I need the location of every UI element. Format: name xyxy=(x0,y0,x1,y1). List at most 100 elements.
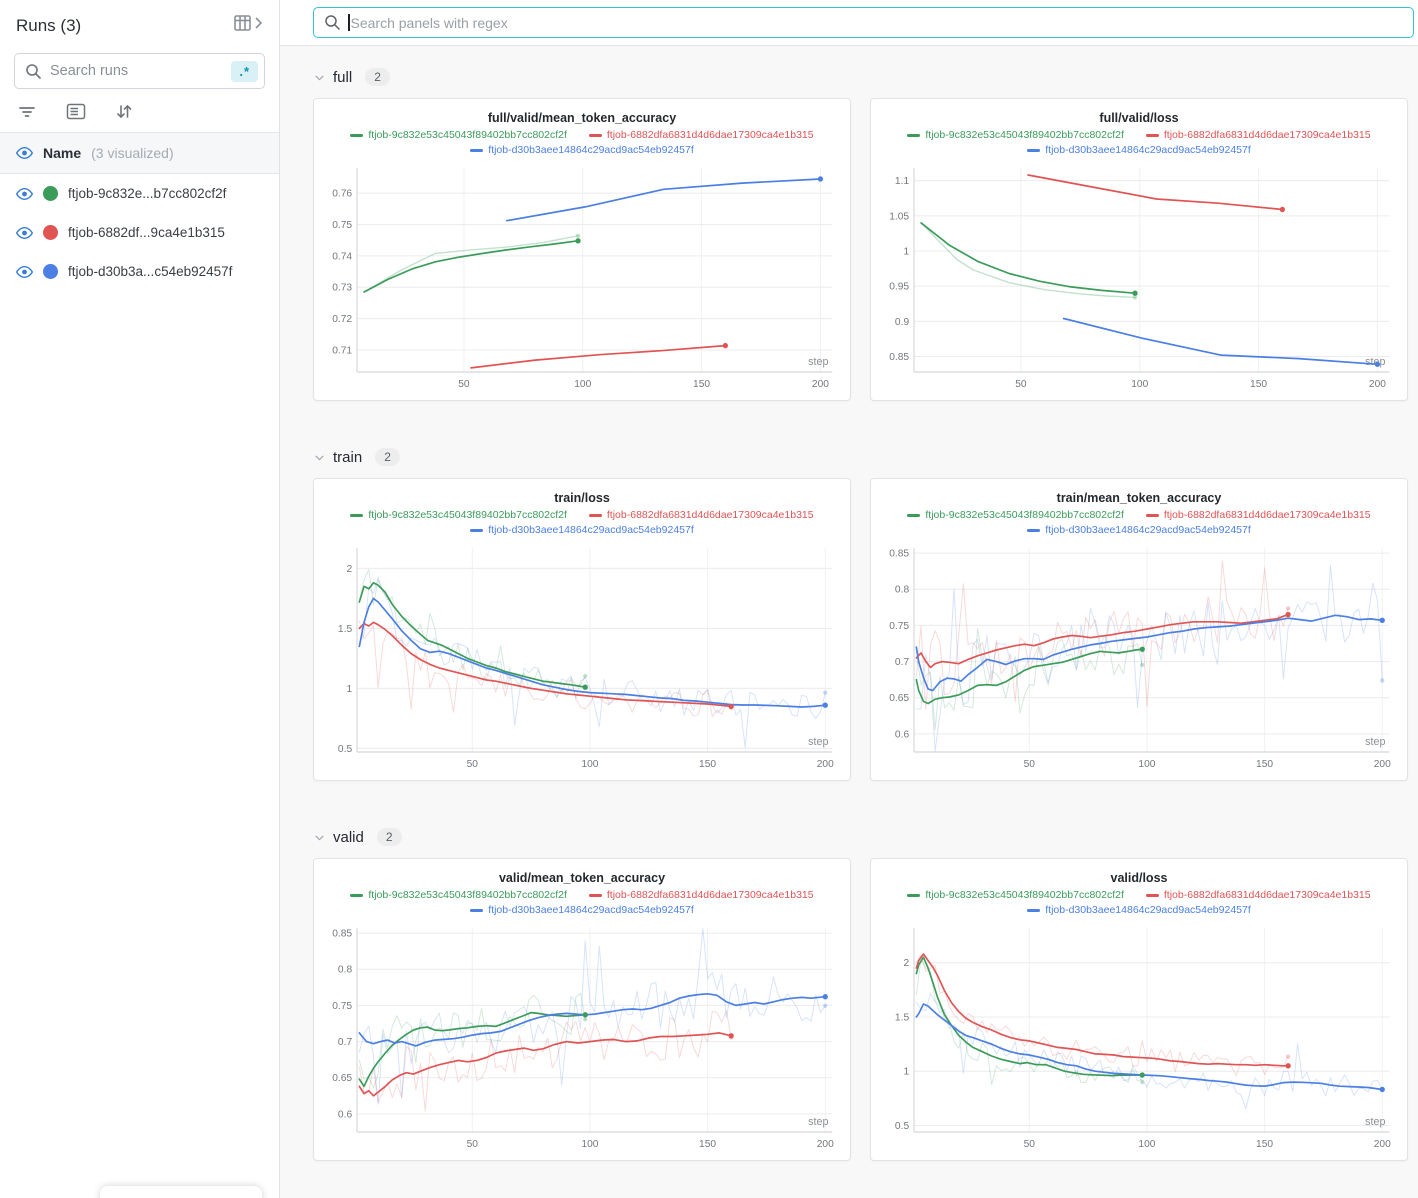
panel-section-valid: valid 2 valid/mean_token_accuracy ftjob-9c… xyxy=(313,828,1408,1161)
legend-swatch xyxy=(907,514,921,517)
runs-table-name-header[interactable]: Name (3 visualized) xyxy=(0,132,279,174)
legend-item[interactable]: ftjob-6882dfa6831d4d6dae17309ca4e1b315 xyxy=(588,888,814,903)
chart-panel-train-loss[interactable]: train/loss ftjob-9c832e53c45043f89402bb7c… xyxy=(313,478,851,781)
legend-swatch xyxy=(1027,149,1041,152)
legend-item[interactable]: ftjob-d30b3aee14864c29acd9ac54eb92457f xyxy=(470,523,694,538)
chart-title: valid/mean_token_accuracy xyxy=(498,871,666,885)
svg-text:0.75: 0.75 xyxy=(332,220,352,231)
section-header-train[interactable]: train 2 xyxy=(313,448,1408,466)
chart-panel-full-valid-mean_token_accuracy[interactable]: full/valid/mean_token_accuracy ftjob-9c83… xyxy=(313,98,851,401)
svg-text:50: 50 xyxy=(467,1139,479,1150)
eye-icon[interactable] xyxy=(16,187,33,201)
chart-canvas[interactable]: 0.6 0.65 0.7 0.75 0.8 0.85 50 100 150 200 step xyxy=(320,918,844,1156)
chevron-down-icon xyxy=(313,451,326,464)
svg-text:step: step xyxy=(1365,736,1385,748)
legend-item[interactable]: ftjob-9c832e53c45043f89402bb7cc802cf2f xyxy=(350,888,567,903)
svg-text:50: 50 xyxy=(1024,1139,1036,1150)
legend-item[interactable]: ftjob-6882dfa6831d4d6dae17309ca4e1b315 xyxy=(1145,128,1371,143)
svg-text:0.65: 0.65 xyxy=(332,1073,352,1084)
svg-text:0.85: 0.85 xyxy=(332,928,352,939)
chart-title: full/valid/mean_token_accuracy xyxy=(487,111,677,125)
chevron-right-icon xyxy=(254,16,263,35)
legend-item[interactable]: ftjob-d30b3aee14864c29acd9ac54eb92457f xyxy=(470,143,694,158)
chart-canvas[interactable]: 0.71 0.72 0.73 0.74 0.75 0.76 50 100 150 200 step xyxy=(320,158,844,396)
svg-text:0.6: 0.6 xyxy=(895,729,909,740)
chevron-down-icon xyxy=(313,831,326,844)
legend-item[interactable]: ftjob-9c832e53c45043f89402bb7cc802cf2f xyxy=(350,128,567,143)
svg-text:0.65: 0.65 xyxy=(889,693,909,704)
svg-text:0.75: 0.75 xyxy=(332,1001,352,1012)
svg-text:1.5: 1.5 xyxy=(338,624,352,635)
svg-text:0.95: 0.95 xyxy=(889,282,909,293)
svg-text:0.72: 0.72 xyxy=(332,314,352,325)
section-name: train xyxy=(333,448,363,466)
legend-swatch xyxy=(470,529,484,532)
name-column-label: Name xyxy=(43,145,82,161)
svg-text:1: 1 xyxy=(903,1067,909,1078)
eye-icon[interactable] xyxy=(16,146,33,160)
section-header-full[interactable]: full 2 xyxy=(313,68,1408,86)
chart-panel-valid-mean_token_accuracy[interactable]: valid/mean_token_accuracy ftjob-9c832e53c… xyxy=(313,858,851,1161)
run-name-label: ftjob-9c832e...b7cc802cf2f xyxy=(68,186,227,201)
legend-item[interactable]: ftjob-6882dfa6831d4d6dae17309ca4e1b315 xyxy=(588,508,814,523)
legend-item[interactable]: ftjob-6882dfa6831d4d6dae17309ca4e1b315 xyxy=(588,128,814,143)
legend-item[interactable]: ftjob-6882dfa6831d4d6dae17309ca4e1b315 xyxy=(1145,888,1371,903)
list-settings-icon[interactable] xyxy=(66,103,86,120)
svg-text:200: 200 xyxy=(812,379,829,390)
section-header-valid[interactable]: valid 2 xyxy=(313,828,1408,846)
svg-text:150: 150 xyxy=(1256,759,1273,770)
run-row[interactable]: ftjob-d30b3a...c54eb92457f xyxy=(0,252,279,291)
svg-text:0.73: 0.73 xyxy=(332,283,352,294)
chart-panel-train-mean_token_accuracy[interactable]: train/mean_token_accuracy ftjob-9c832e53c… xyxy=(870,478,1408,781)
expand-runs-table-button[interactable] xyxy=(233,14,263,37)
svg-text:step: step xyxy=(808,736,828,748)
svg-text:200: 200 xyxy=(817,759,834,770)
legend-swatch xyxy=(907,134,921,137)
search-icon xyxy=(324,14,341,31)
search-runs-input[interactable]: Search runs .* xyxy=(14,53,265,89)
run-row[interactable]: ftjob-6882df...9ca4e1b315 xyxy=(0,213,279,252)
svg-text:1: 1 xyxy=(346,684,352,695)
legend-item[interactable]: ftjob-d30b3aee14864c29acd9ac54eb92457f xyxy=(1027,903,1251,918)
legend-item[interactable]: ftjob-d30b3aee14864c29acd9ac54eb92457f xyxy=(470,903,694,918)
svg-text:200: 200 xyxy=(1374,1139,1391,1150)
search-panels-input[interactable]: Search panels with regex xyxy=(313,7,1414,38)
svg-text:100: 100 xyxy=(581,759,598,770)
svg-text:50: 50 xyxy=(1024,759,1036,770)
chart-panel-full-valid-loss[interactable]: full/valid/loss ftjob-9c832e53c45043f8940… xyxy=(870,98,1408,401)
section-count-badge: 2 xyxy=(376,828,402,846)
svg-text:200: 200 xyxy=(1374,759,1391,770)
chart-title: full/valid/loss xyxy=(1099,111,1179,125)
chart-canvas[interactable]: 0.85 0.9 0.95 1 1.05 1.1 50 100 150 200 step xyxy=(877,158,1401,396)
chart-panel-valid-loss[interactable]: valid/loss ftjob-9c832e53c45043f89402bb7c… xyxy=(870,858,1408,1161)
eye-icon[interactable] xyxy=(16,265,33,279)
chart-canvas[interactable]: 0.6 0.65 0.7 0.75 0.8 0.85 50 100 150 200 step xyxy=(877,538,1401,776)
legend-item[interactable]: ftjob-9c832e53c45043f89402bb7cc802cf2f xyxy=(907,128,1124,143)
legend-item[interactable]: ftjob-9c832e53c45043f89402bb7cc802cf2f xyxy=(907,508,1124,523)
sort-icon[interactable] xyxy=(116,103,132,120)
runs-list: ftjob-9c832e...b7cc802cf2f ftjob-6882df.… xyxy=(0,174,279,291)
legend-swatch xyxy=(1145,514,1159,517)
svg-text:0.9: 0.9 xyxy=(895,317,909,328)
chart-canvas[interactable]: 0.5 1 1.5 2 50 100 150 200 step xyxy=(877,918,1401,1156)
svg-text:0.85: 0.85 xyxy=(889,352,909,363)
legend-swatch xyxy=(907,894,921,897)
regex-toggle-button[interactable]: .* xyxy=(231,60,258,82)
filter-icon[interactable] xyxy=(18,104,36,120)
legend-item[interactable]: ftjob-9c832e53c45043f89402bb7cc802cf2f xyxy=(350,508,567,523)
chart-canvas[interactable]: 0.5 1 1.5 2 50 100 150 200 step xyxy=(320,538,844,776)
svg-text:150: 150 xyxy=(699,1139,716,1150)
legend-item[interactable]: ftjob-9c832e53c45043f89402bb7cc802cf2f xyxy=(907,888,1124,903)
legend-item[interactable]: ftjob-d30b3aee14864c29acd9ac54eb92457f xyxy=(1027,143,1251,158)
svg-text:100: 100 xyxy=(1131,379,1148,390)
svg-text:100: 100 xyxy=(581,1139,598,1150)
eye-icon[interactable] xyxy=(16,226,33,240)
svg-text:2: 2 xyxy=(346,564,352,575)
legend-item[interactable]: ftjob-d30b3aee14864c29acd9ac54eb92457f xyxy=(1027,523,1251,538)
run-row[interactable]: ftjob-9c832e...b7cc802cf2f xyxy=(0,174,279,213)
legend-item[interactable]: ftjob-6882dfa6831d4d6dae17309ca4e1b315 xyxy=(1145,508,1371,523)
section-count-badge: 2 xyxy=(365,68,390,86)
run-color-dot xyxy=(43,264,58,279)
svg-text:step: step xyxy=(1365,1116,1385,1128)
